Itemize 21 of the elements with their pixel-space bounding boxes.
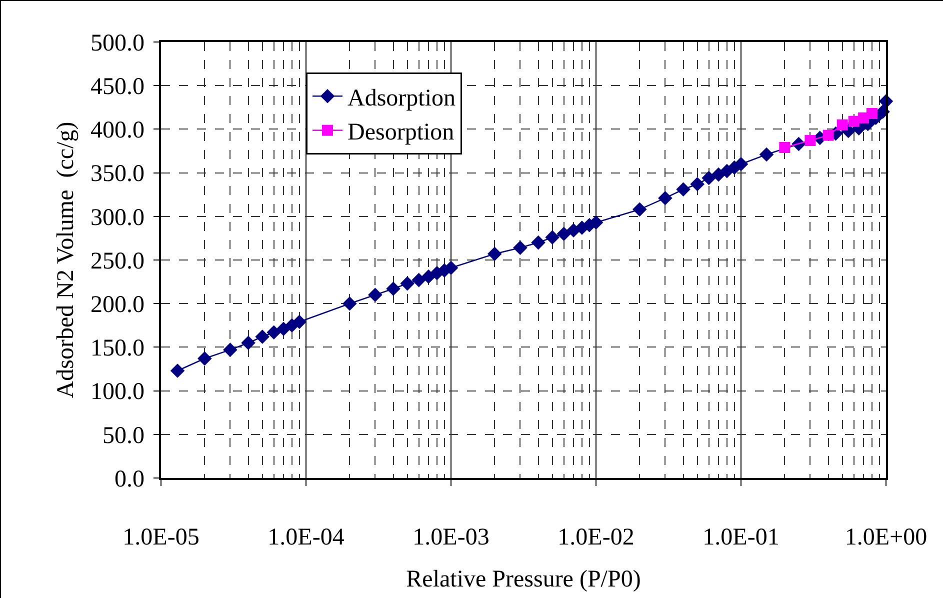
y-tick-label: 50.0 (102, 422, 144, 449)
y-tick-label: 300.0 (90, 204, 144, 231)
y-tick-label: 450.0 (90, 74, 144, 100)
y-tick-label: 150.0 (90, 336, 144, 362)
legend-label: Adsorption (348, 85, 456, 112)
y-tick-label: 0.0 (114, 466, 144, 492)
x-tick-label: 1.0E-05 (122, 524, 200, 551)
x-axis-title: Relative Pressure (P/P0) (406, 566, 641, 592)
legend-label: Desorption (348, 120, 454, 146)
x-tick-label: 1.0E-01 (702, 524, 780, 551)
x-tick-label: 1.0E+00 (844, 524, 928, 551)
y-tick-label: 500.0 (90, 30, 144, 56)
x-tick-label: 1.0E-04 (268, 524, 344, 551)
y-tick-label: 200.0 (90, 292, 144, 318)
x-tick-label: 1.0E-02 (558, 524, 634, 551)
y-tick-label: 400.0 (90, 118, 144, 144)
y-tick-label: 100.0 (90, 379, 144, 406)
x-tick-label: 1.0E-03 (412, 524, 490, 551)
y-axis-title: Adsorbed N2 Volume (cc/g) (53, 122, 80, 398)
y-tick-label: 250.0 (90, 248, 144, 274)
y-tick-label: 350.0 (90, 161, 144, 188)
